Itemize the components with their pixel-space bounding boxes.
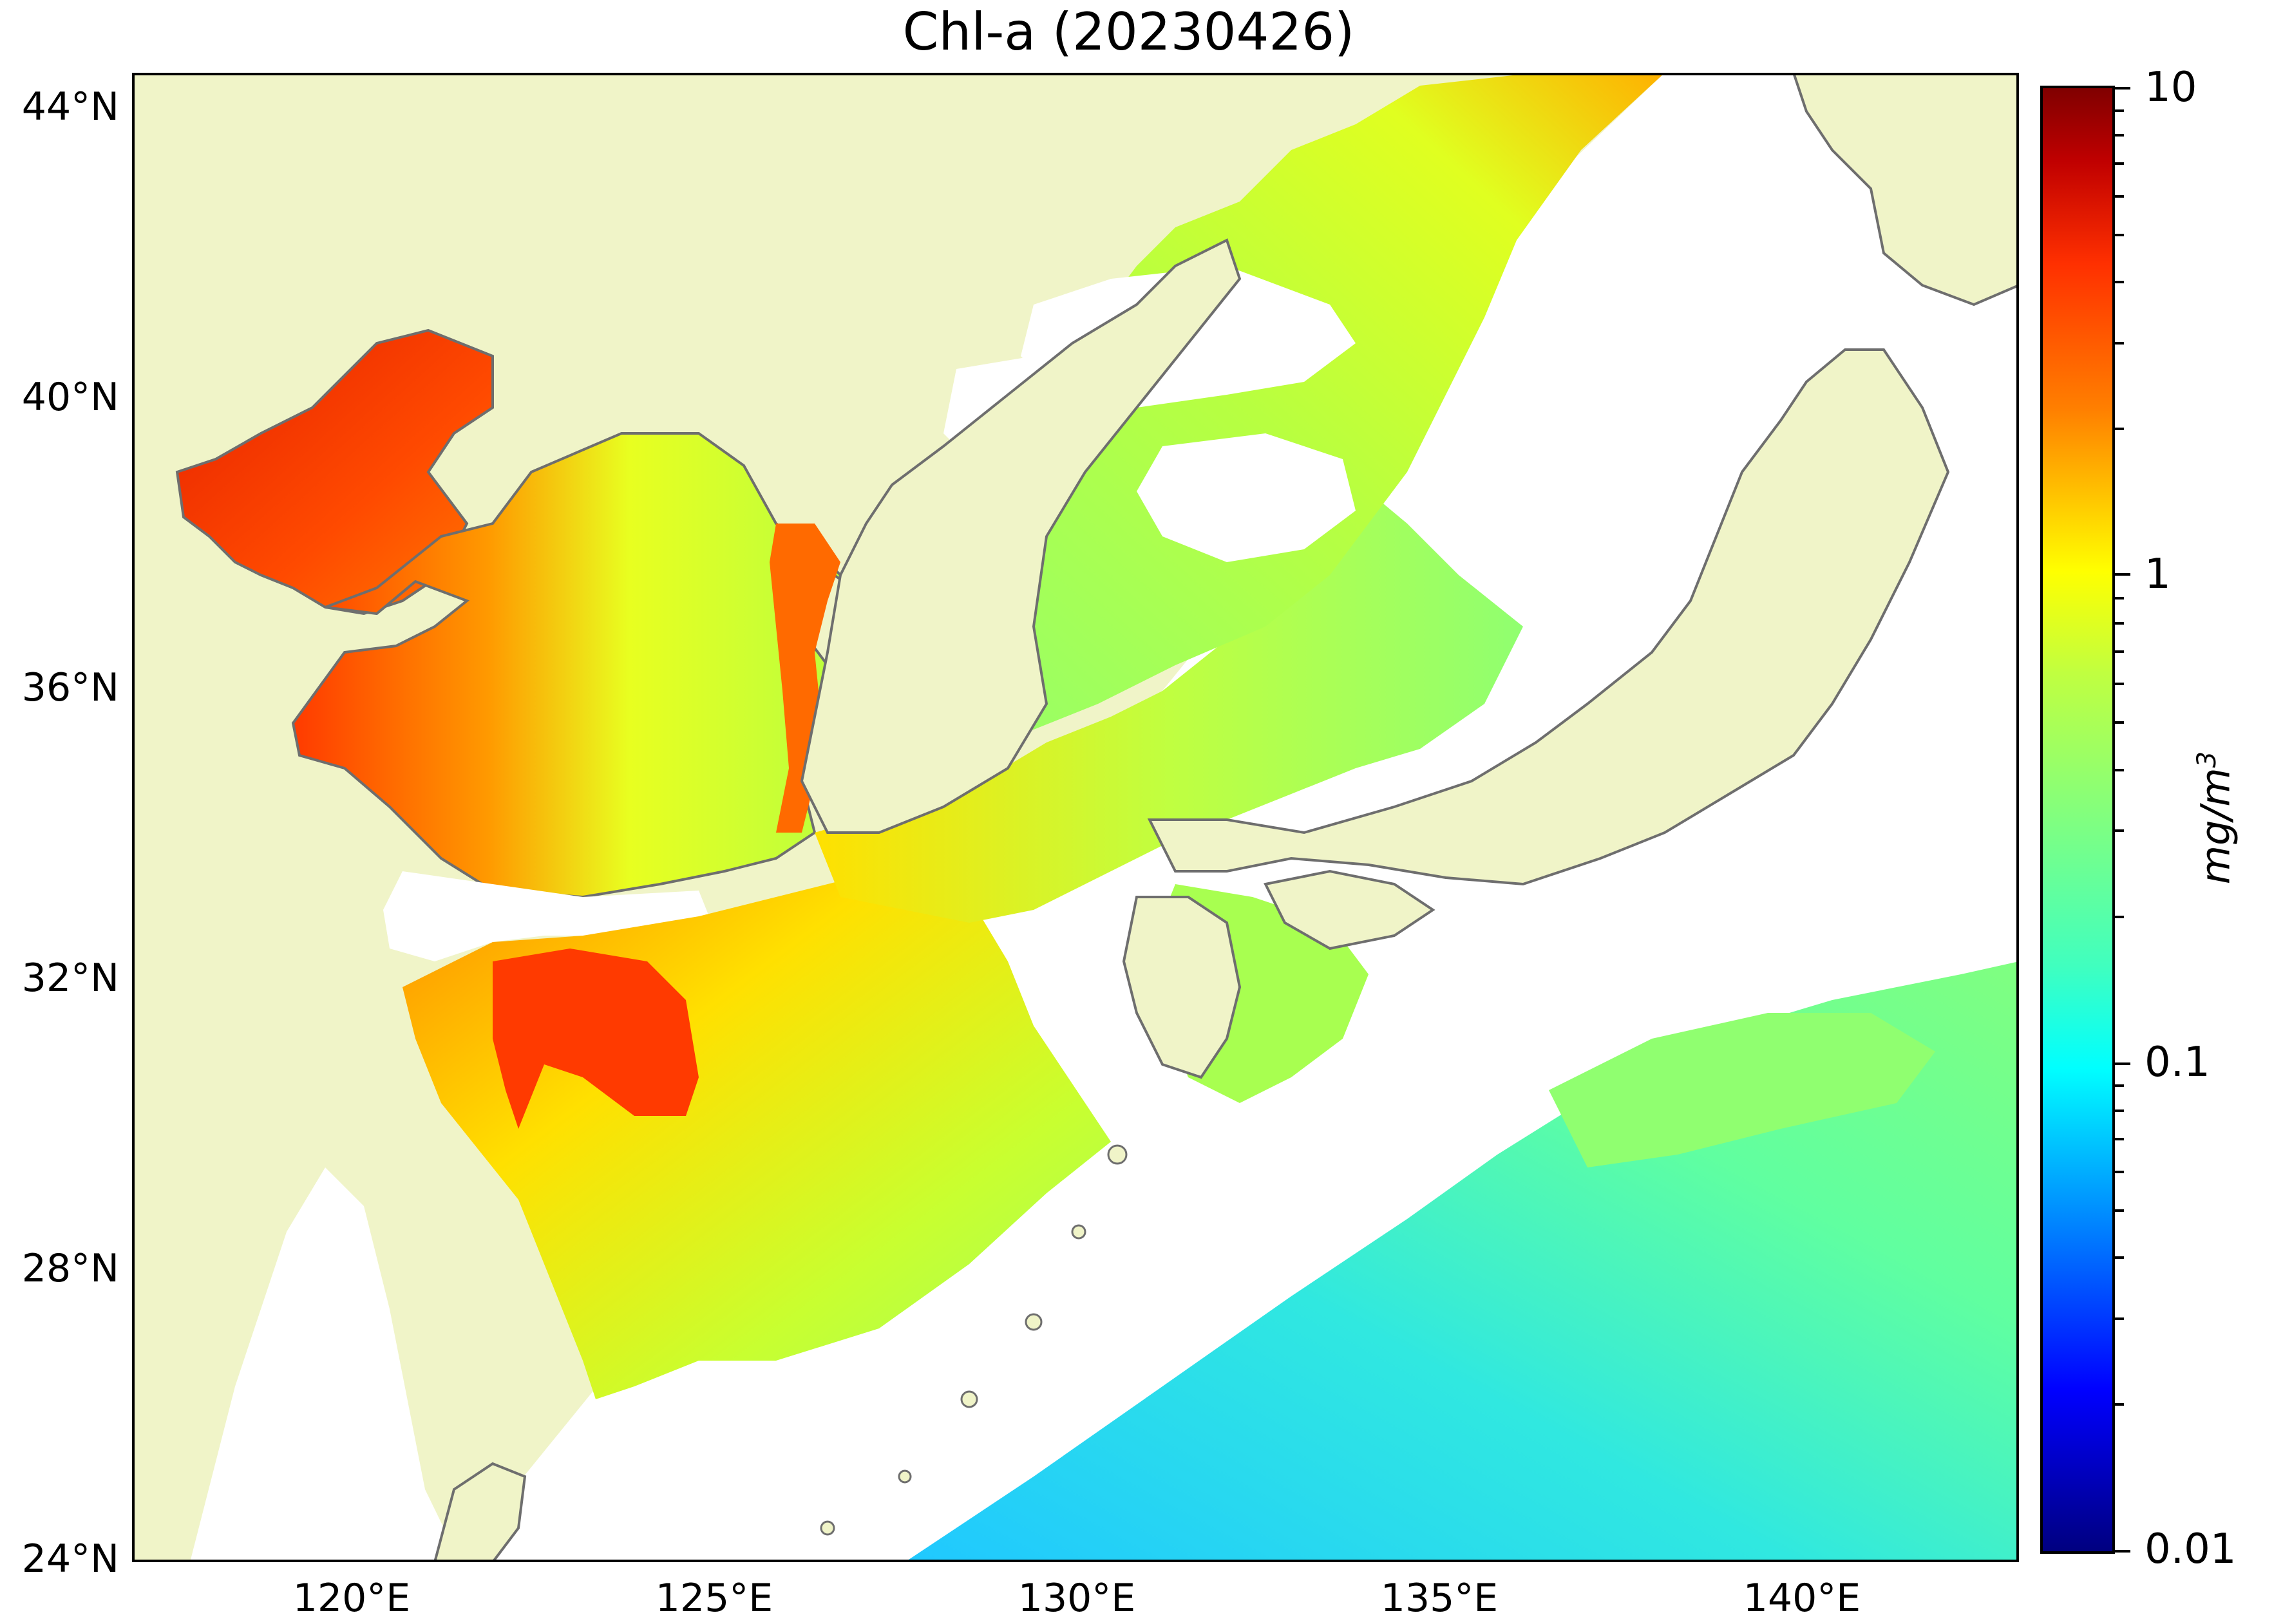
map-title: Chl-a (20230426) <box>902 2 1355 62</box>
colorbar-minor-tick <box>2115 1084 2124 1087</box>
japan-kyushu <box>1122 896 1242 1079</box>
lon-tick-label: 135°E <box>1380 1576 1499 1621</box>
colorbar-minor-tick <box>2115 342 2124 345</box>
colorbar-tick-label: 0.1 <box>2145 1039 2210 1086</box>
colorbar-minor-tick <box>2115 829 2124 832</box>
sea-of-japan <box>879 73 1665 781</box>
lat-tick-label: 44°N <box>21 84 119 129</box>
colorbar-minor-tick <box>2115 234 2124 236</box>
colorbar-minor-tick <box>2115 1317 2124 1320</box>
colorbar-unit-label: mg/m3 <box>2192 751 2239 885</box>
colorbar-minor-tick <box>2115 1109 2124 1112</box>
korea-strait-water <box>815 491 1523 923</box>
lon-tick-label: 120°E <box>292 1576 411 1621</box>
colorbar-minor-tick <box>2115 683 2124 685</box>
colorbar-minor-tick <box>2115 597 2124 600</box>
ryukyu-islands <box>820 1144 1128 1536</box>
colorbar-minor-tick <box>2115 1403 2124 1406</box>
colorbar-minor-tick <box>2115 1209 2124 1212</box>
colorbar-minor-tick <box>2115 109 2124 112</box>
colorbar-minor-tick <box>2115 1138 2124 1140</box>
colorbar-minor-tick <box>2115 162 2124 165</box>
no-data-estuary <box>383 871 712 961</box>
colorbar-major-tick <box>2115 1550 2130 1553</box>
colorbar-major-tick <box>2115 87 2130 90</box>
colorbar-minor-tick <box>2115 769 2124 771</box>
japan-shikoku <box>1264 869 1435 950</box>
lat-tick-label: 24°N <box>21 1536 119 1582</box>
colorbar <box>2040 86 2115 1554</box>
colorbar-minor-tick <box>2115 916 2124 918</box>
chlorophyll-map <box>132 73 2019 1562</box>
colorbar-minor-tick <box>2115 1171 2124 1173</box>
colorbar-minor-tick <box>2115 721 2124 724</box>
korea-peninsula <box>800 238 1242 834</box>
japan-honshu <box>1147 348 1950 886</box>
colorbar-minor-tick <box>2115 1256 2124 1259</box>
lat-tick-label: 40°N <box>21 375 119 420</box>
lon-tick-label: 140°E <box>1743 1576 1861 1621</box>
bohai-sea <box>175 328 494 616</box>
colorbar-tick-label: 10 <box>2145 64 2197 111</box>
lon-tick-label: 130°E <box>1018 1576 1136 1621</box>
korea-coastal-water <box>770 524 840 833</box>
japan-hokkaido <box>1792 73 2019 307</box>
no-data-cloud <box>1137 433 1356 562</box>
lon-tick-label: 125°E <box>655 1576 773 1621</box>
colorbar-major-tick <box>2115 573 2130 576</box>
taiwan-island <box>433 1462 527 1562</box>
changjiang-plume <box>493 949 699 1129</box>
lat-tick-label: 32°N <box>21 956 119 1001</box>
lat-tick-label: 28°N <box>21 1246 119 1291</box>
lat-tick-label: 36°N <box>21 665 119 710</box>
colorbar-minor-tick <box>2115 195 2124 198</box>
colorbar-minor-tick <box>2115 650 2124 653</box>
colorbar-major-tick <box>2115 1062 2130 1065</box>
colorbar-tick-label: 1 <box>2145 551 2171 598</box>
colorbar-minor-tick <box>2115 281 2124 283</box>
colorbar-minor-tick <box>2115 622 2124 625</box>
pacific-north-band <box>1549 1013 1935 1167</box>
yellow-sea <box>291 432 855 899</box>
colorbar-tick-label: 0.01 <box>2145 1525 2237 1573</box>
map-border <box>132 73 2019 1562</box>
no-data-cloud <box>1484 176 1665 588</box>
colorbar-minor-tick <box>2115 134 2124 137</box>
colorbar-minor-tick <box>2115 428 2124 430</box>
